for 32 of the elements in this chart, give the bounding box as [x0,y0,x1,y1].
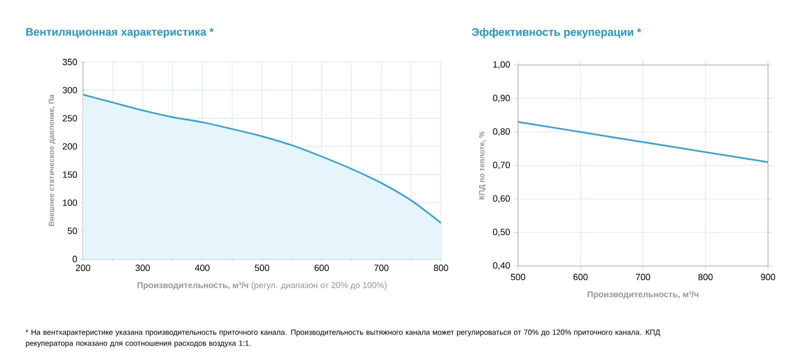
line-series [518,121,768,163]
y-tick-label: 0,90 [493,94,510,102]
y-tick-label: 250 [62,115,77,122]
y-tick-label: 0,60 [493,195,510,203]
x-tick-label: 800 [698,274,713,280]
y-tick-label: 0,50 [493,228,510,236]
x-tick-label: 300 [136,264,150,272]
x-tick-label: 700 [636,274,650,280]
x-tick-label: 700 [374,264,388,272]
x-tick-label: 400 [195,264,210,272]
x-tick-label: 500 [254,264,270,272]
x-tick-label: 900 [760,274,776,280]
x-tick-label: 500 [510,274,526,280]
chart-title: Вентиляционная характеристика * [26,28,214,38]
x-axis-title: Производительность, м³/ч [588,291,698,299]
x-axis-title: Производительность, м³/ч (регул. диапазон от 20% до 100%) [138,282,386,290]
x-tick-label: 800 [434,264,448,272]
y-tick-label: 0 [72,256,77,262]
x-tick-label: 600 [314,264,329,272]
chart-title: Эффективность рекуперации * [472,28,642,38]
y-tick-label: 100 [63,200,77,206]
y-tick-label: 300 [62,86,77,94]
y-tick-label: 200 [62,143,77,150]
y-tick-label: 0,80 [493,128,510,136]
y-tick-label: 50 [68,228,77,234]
x-tick-label: 600 [573,274,588,280]
y-tick-label: 1,00 [493,61,510,69]
y-tick-label: 0,70 [493,162,510,170]
y-tick-label: 0,40 [493,262,510,270]
x-tick-label: 200 [76,264,90,272]
y-tick-label: 350 [62,58,77,66]
y-tick-label: 150 [63,171,77,178]
